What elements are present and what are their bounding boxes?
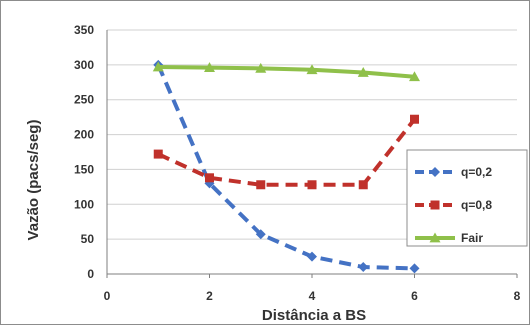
legend-box [406,149,528,247]
y-axis-label: Vazão (pacs/seg) [25,120,42,241]
series-2 [153,114,419,190]
legend-marker [429,232,441,243]
data-point [409,263,420,274]
series-line [157,118,417,187]
legend-marker [430,200,440,210]
legend: q=0,2 q=0,8 Fair [406,149,528,247]
series-line [158,64,415,79]
legend-label: Fair [461,231,483,245]
x-axis-label: Distância a BS [262,307,366,324]
y-tick-label: 250 [74,93,94,107]
legend-entry: q=0,2 [415,165,492,179]
legend-marker [430,167,440,177]
data-point [357,67,369,77]
series-layer [152,59,420,274]
y-tick-label: 100 [74,197,94,211]
y-tick-label: 350 [74,23,94,37]
data-point [409,71,420,82]
x-tick-label: 0 [104,289,111,303]
legend-label: q=0,8 [461,198,492,212]
y-tick-label: 0 [87,267,94,281]
legend-entry: q=0,8 [415,198,492,212]
data-point [256,180,266,190]
x-tick-label: 6 [411,289,418,303]
data-point [152,61,164,72]
x-tick-label: 2 [206,289,213,303]
data-point [255,62,267,73]
data-point [307,251,317,262]
series-3 [152,61,420,82]
legend-entry: Fair [415,231,483,245]
data-point [410,114,419,124]
y-tick-label: 50 [81,232,95,246]
data-point [306,64,318,75]
y-tick-labels: 0 50 100 150 200 250 300 350 [74,23,94,281]
y-tick-label: 300 [74,58,94,72]
axes [106,30,518,278]
data-point [307,180,317,190]
y-tick-label: 150 [74,162,94,176]
legend-label: q=0,2 [461,165,492,179]
x-tick-label: 8 [514,289,521,303]
data-point [358,262,369,273]
data-point [153,149,163,159]
data-point [204,62,215,73]
series-line [156,64,415,271]
x-tick-label: 4 [309,289,316,303]
data-point [205,173,214,183]
y-tick-label: 200 [74,128,94,142]
data-point [255,229,266,240]
data-point [358,180,368,190]
x-tick-labels: 0 2 4 6 8 [104,289,521,303]
